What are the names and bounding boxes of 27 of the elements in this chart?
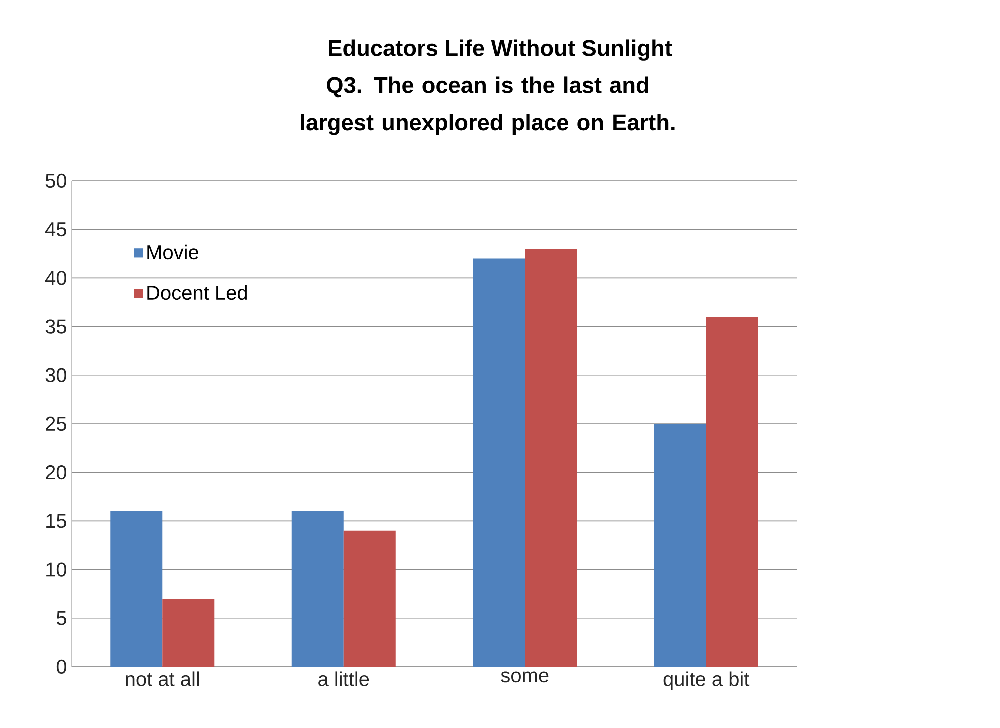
bar	[292, 511, 344, 667]
chart-subtitle: Q3. The ocean is the last and largest unexplored place on Earth.	[301, 76, 675, 136]
bar	[344, 530, 396, 667]
y-tick-label: 30	[46, 368, 66, 382]
y-tick-label: 10	[46, 562, 66, 577]
y-tick-label: 25	[46, 416, 66, 432]
y-tick-label: 40	[46, 271, 66, 286]
bar	[110, 511, 163, 667]
x-tick-label: a little	[318, 672, 370, 686]
legend-label: Movie	[148, 244, 198, 260]
y-tick-label: 5	[56, 611, 66, 626]
legend-label: Docent Led	[148, 285, 248, 300]
bar	[654, 424, 706, 667]
bar	[473, 258, 526, 667]
bar	[162, 598, 215, 667]
x-tick-label: not at all	[126, 672, 200, 686]
x-tick-label: some	[501, 672, 549, 683]
chart-title: Educators Life Without Sunlight	[329, 40, 672, 61]
y-tick-label: 15	[46, 514, 66, 528]
y-tick-label: 45	[46, 222, 66, 237]
x-tick-label: quite a bit	[664, 672, 750, 690]
bar	[706, 317, 758, 667]
y-tick-label: 20	[46, 466, 66, 480]
bar	[525, 249, 578, 667]
y-tick-label: 50	[46, 174, 66, 188]
y-tick-label: 0	[56, 660, 67, 674]
y-tick-label: 35	[46, 320, 66, 334]
